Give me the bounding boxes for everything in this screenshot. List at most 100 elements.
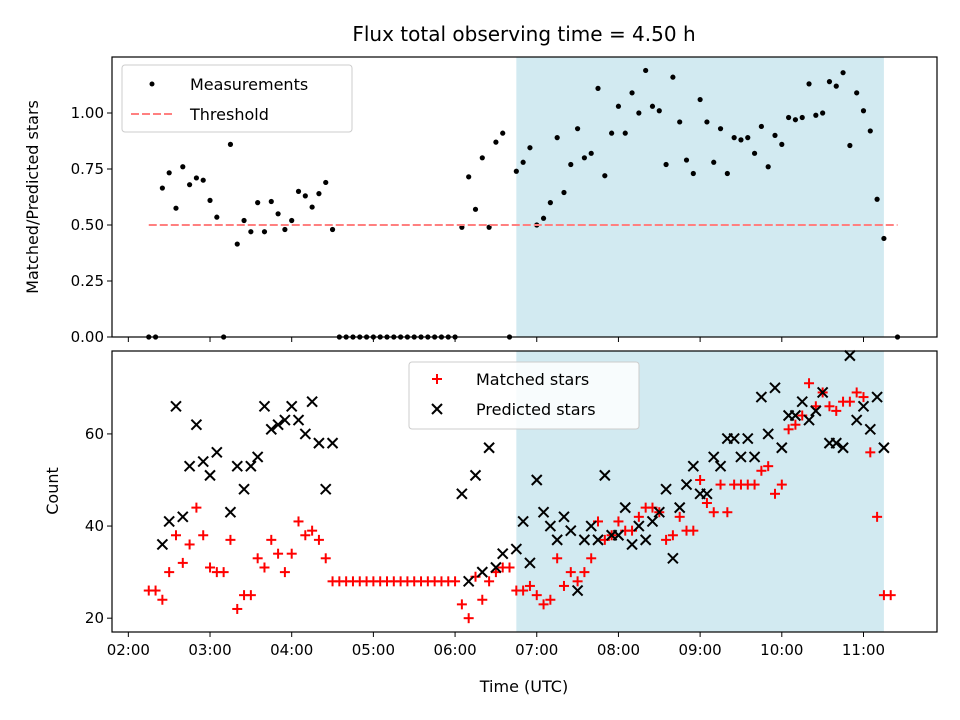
matched-point bbox=[783, 424, 794, 435]
predicted-point-b bbox=[231, 460, 243, 472]
matched-point bbox=[688, 525, 699, 536]
measurement-point bbox=[255, 200, 261, 206]
matched-point bbox=[518, 585, 529, 596]
predicted-point-b bbox=[796, 395, 808, 408]
predicted-point bbox=[857, 400, 870, 412]
measurement-point bbox=[724, 170, 730, 177]
predicted-point bbox=[844, 349, 856, 362]
measurement-point bbox=[527, 145, 533, 151]
predicted-point-b bbox=[510, 543, 523, 555]
predicted-point bbox=[762, 428, 774, 440]
predicted-point-b bbox=[687, 460, 700, 472]
predicted-point-b bbox=[258, 400, 271, 412]
predicted-point-b bbox=[265, 423, 277, 436]
predicted-point bbox=[755, 391, 768, 403]
predicted-point-b bbox=[844, 349, 856, 362]
predicted-point bbox=[258, 400, 271, 412]
predicted-point bbox=[490, 561, 502, 574]
matched-point bbox=[763, 461, 774, 472]
measurement-point bbox=[649, 103, 656, 109]
measurement-point bbox=[561, 189, 567, 196]
measurement-point bbox=[581, 155, 588, 161]
measurement-point bbox=[500, 130, 506, 136]
matched-point bbox=[205, 562, 216, 573]
predicted-point-b bbox=[313, 437, 325, 449]
predicted-point-b bbox=[728, 432, 740, 445]
predicted-point bbox=[183, 460, 196, 472]
predicted-point bbox=[204, 469, 216, 482]
predicted-point bbox=[728, 432, 740, 445]
predicted-point-b bbox=[680, 478, 693, 491]
matched-point bbox=[450, 576, 461, 587]
predicted-point-b bbox=[551, 534, 563, 546]
measurement-point bbox=[860, 108, 867, 114]
matched-point bbox=[851, 387, 862, 398]
measurement-point bbox=[690, 170, 696, 177]
measurement-point bbox=[711, 159, 717, 165]
predicted-point bbox=[177, 511, 189, 523]
predicted-point-b bbox=[639, 534, 652, 546]
predicted-point-b bbox=[714, 460, 727, 472]
matched-point bbox=[225, 534, 236, 545]
predicted-point-b bbox=[789, 409, 802, 422]
predicted-point-b bbox=[238, 483, 250, 495]
measurement-point bbox=[248, 229, 254, 235]
predicted-point-b bbox=[476, 566, 489, 578]
predicted-point-b bbox=[803, 414, 815, 426]
legend-measurements-label: Measurements bbox=[190, 75, 308, 94]
predicted-point-b bbox=[619, 501, 631, 514]
predicted-point bbox=[585, 520, 597, 532]
predicted-point-b bbox=[571, 584, 584, 597]
y-tick-label: 0.00 bbox=[71, 328, 104, 346]
predicted-point-b bbox=[285, 400, 298, 412]
matched-point bbox=[170, 530, 181, 541]
measurement-point bbox=[656, 108, 662, 114]
measurement-point bbox=[180, 164, 186, 170]
predicted-point bbox=[837, 442, 849, 454]
predicted-point bbox=[816, 386, 829, 399]
predicted-point-b bbox=[810, 405, 822, 417]
predicted-point-b bbox=[170, 400, 182, 412]
predicted-point-b bbox=[857, 400, 870, 412]
measurement-point bbox=[813, 112, 819, 118]
observing-window-shade bbox=[516, 57, 884, 337]
predicted-point bbox=[476, 566, 489, 578]
predicted-point bbox=[197, 455, 209, 468]
matched-point bbox=[885, 590, 896, 601]
measurement-point bbox=[697, 96, 703, 103]
predicted-point bbox=[497, 547, 509, 560]
matched-point bbox=[150, 585, 161, 596]
top-legend-box bbox=[121, 64, 353, 133]
predicted-point bbox=[163, 515, 175, 528]
measurement-point bbox=[241, 217, 247, 224]
predicted-point-b bbox=[735, 451, 747, 463]
measurement-point bbox=[472, 206, 479, 212]
predicted-point-b bbox=[816, 386, 829, 399]
matched-point bbox=[300, 530, 311, 541]
measurement-point bbox=[493, 139, 499, 145]
predicted-point-b bbox=[864, 423, 876, 436]
measurement-point bbox=[799, 114, 805, 121]
bottom-legend: Matched stars Predicted stars bbox=[408, 361, 640, 430]
predicted-point bbox=[211, 446, 223, 459]
measurement-point bbox=[588, 150, 594, 156]
predicted-point bbox=[735, 451, 747, 463]
measurement-point bbox=[717, 126, 724, 132]
y-tick-label: 20 bbox=[85, 609, 104, 627]
predicted-point bbox=[612, 529, 625, 541]
predicted-point-b bbox=[544, 520, 557, 532]
measurement-point bbox=[745, 135, 751, 141]
measurement-point bbox=[261, 229, 268, 235]
measurement-point bbox=[867, 128, 873, 134]
measurement-point bbox=[731, 135, 737, 141]
predicted-point-b bbox=[578, 534, 591, 546]
matched-point bbox=[293, 516, 304, 527]
x-tick-label: 11:00 bbox=[842, 641, 885, 659]
top-y-axis-label: Matched/Predicted stars bbox=[23, 100, 42, 294]
measurement-point bbox=[602, 173, 608, 179]
predicted-point-b bbox=[462, 575, 475, 588]
matched-point bbox=[586, 553, 597, 564]
x-tick-label: 04:00 bbox=[270, 641, 313, 659]
x-tick-label: 06:00 bbox=[433, 641, 476, 659]
matched-point bbox=[715, 479, 726, 490]
